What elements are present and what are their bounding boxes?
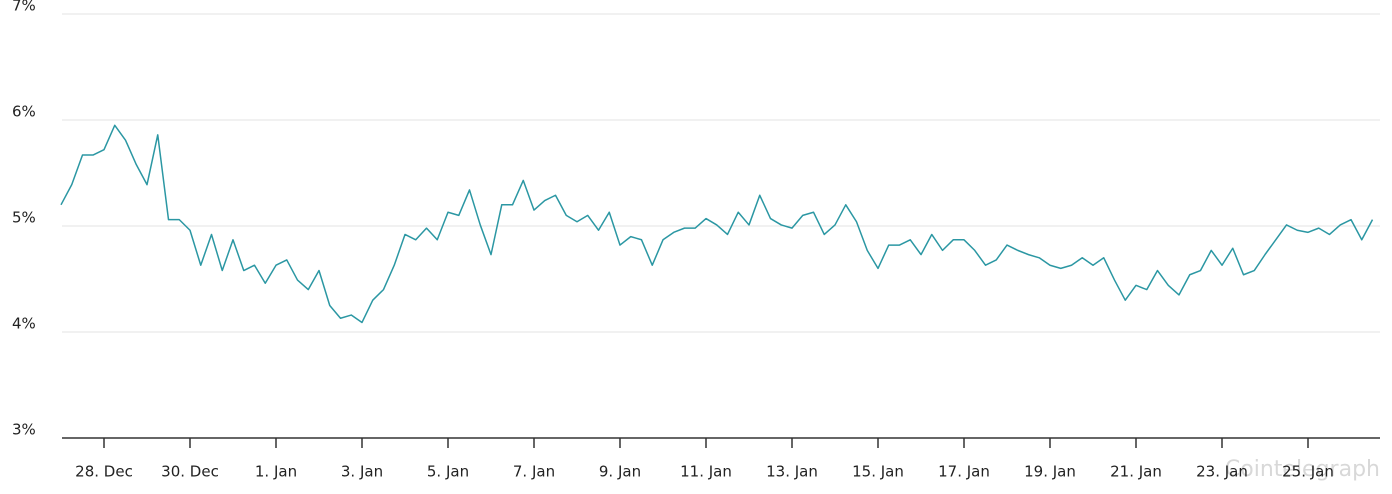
x-tick-label: 5. Jan [427,463,469,481]
x-tick-label: 13. Jan [766,463,818,481]
x-tick-label: 15. Jan [852,463,904,481]
x-tick-label: 3. Jan [341,463,383,481]
x-tick-label: 19. Jan [1024,463,1076,481]
y-tick-label: 4% [12,315,36,333]
line-series [60,124,1374,324]
x-tick-label: 11. Jan [680,463,732,481]
x-tick-label: 23. Jan [1196,463,1248,481]
y-tick-label: 7% [12,0,36,15]
y-tick-label: 5% [12,209,36,227]
x-tick-label: 25. Jan [1282,463,1334,481]
x-tick-label: 1. Jan [255,463,297,481]
watermark: Cointelegraph [1225,457,1380,482]
x-tick-label: 30. Dec [161,463,219,481]
x-tick-label: 21. Jan [1110,463,1162,481]
y-tick-label: 6% [12,103,36,121]
x-tick-label: 17. Jan [938,463,990,481]
y-tick-label: 3% [12,421,36,439]
x-tick-label: 9. Jan [599,463,641,481]
x-tick-label: 28. Dec [75,463,133,481]
x-tick-label: 7. Jan [513,463,555,481]
